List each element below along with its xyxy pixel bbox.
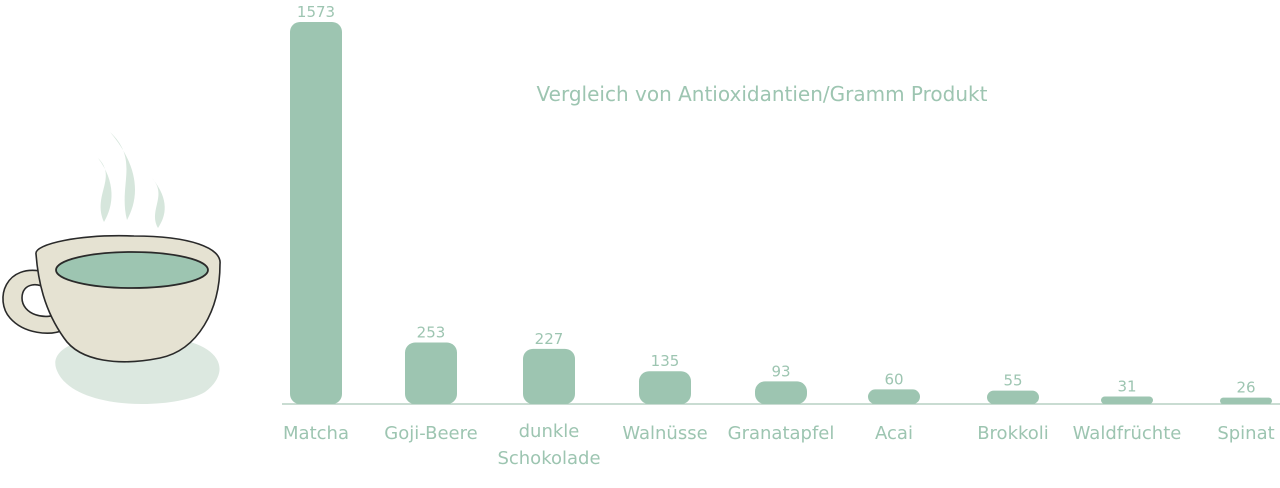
bar-7 — [1101, 396, 1153, 404]
category-label: Spinat — [1217, 423, 1274, 444]
category-label: Waldfrüchte — [1073, 423, 1182, 444]
category-label: Goji-Beere — [384, 423, 477, 444]
category-label-line: Schokolade — [497, 448, 600, 469]
chart-title: Vergleich von Antioxidantien/Gramm Produ… — [537, 82, 988, 106]
bar-4 — [755, 381, 807, 404]
bar-value-label: 60 — [884, 370, 903, 388]
category-label: Granatapfel — [728, 423, 835, 444]
category-label-line: dunkle — [519, 421, 580, 442]
category-label-line: Goji-Beere — [384, 423, 477, 444]
category-label: Matcha — [283, 423, 349, 444]
category-label-line: Acai — [875, 423, 913, 444]
bar-value-label: 253 — [417, 324, 446, 342]
bar-5 — [868, 389, 920, 404]
bar-value-label: 227 — [535, 330, 564, 348]
bar-3 — [639, 371, 691, 404]
category-label-line: Brokkoli — [977, 423, 1049, 444]
bar-value-label: 31 — [1117, 377, 1136, 395]
bar-value-label: 26 — [1236, 379, 1255, 397]
category-label-line: Waldfrüchte — [1073, 423, 1182, 444]
category-label: Brokkoli — [977, 423, 1049, 444]
bar-0 — [290, 22, 342, 404]
category-label-line: Matcha — [283, 423, 349, 444]
steam-icon — [110, 132, 136, 220]
tea-surface — [55, 251, 209, 289]
category-label-line: Walnüsse — [622, 423, 707, 444]
category-label-line: Spinat — [1217, 423, 1274, 444]
category-label: Acai — [875, 423, 913, 444]
value-labels-group: 1573 253 227 135 93 60 55 31 26 — [297, 3, 1256, 397]
bar-value-label: 93 — [771, 362, 790, 380]
bar-2 — [523, 348, 575, 404]
category-label: Walnüsse — [622, 423, 707, 444]
bar-value-label: 135 — [651, 352, 680, 370]
category-label-line: Granatapfel — [728, 423, 835, 444]
category-label: dunkle Schokolade — [497, 421, 600, 469]
bars-group — [290, 22, 1272, 404]
bar-6 — [987, 390, 1039, 404]
bar-value-label: 55 — [1003, 372, 1022, 390]
bar-value-label: 1573 — [297, 3, 335, 21]
bar-1 — [405, 342, 457, 404]
tea-cup-icon — [2, 132, 221, 405]
bar-8 — [1220, 397, 1272, 404]
category-labels-group: Matcha Goji-Beere dunkle Schokolade Walnüsse… — [283, 421, 1275, 469]
